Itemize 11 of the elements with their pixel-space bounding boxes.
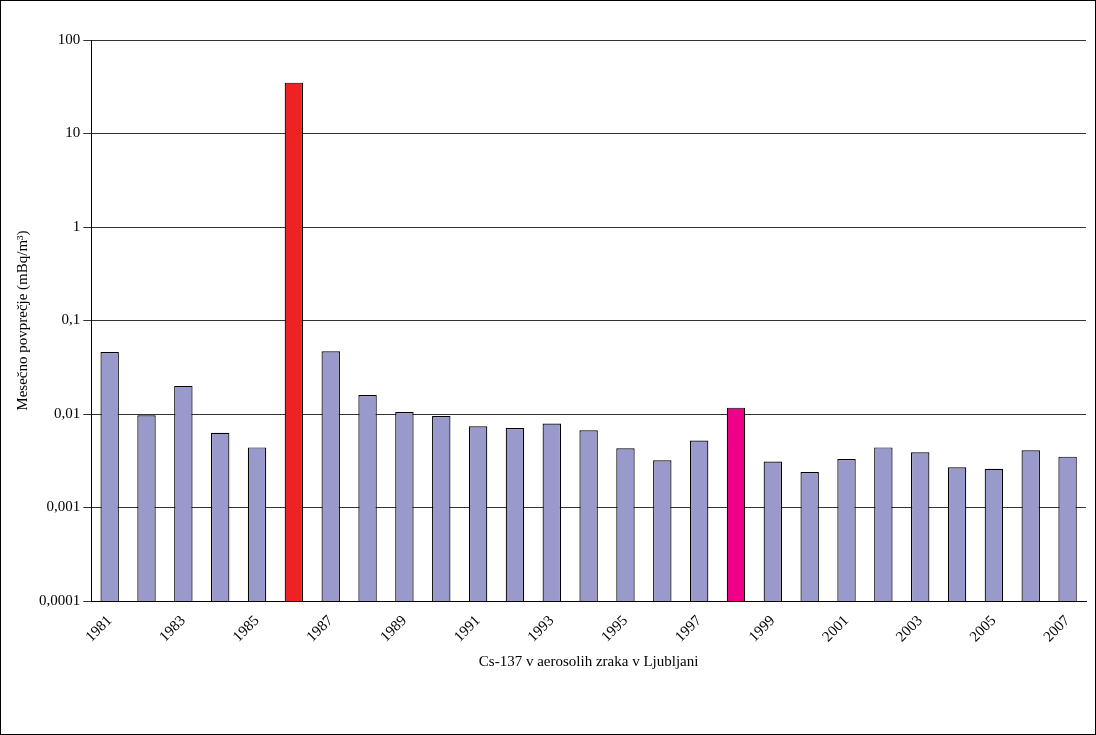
x-tick-label: 1989 — [376, 612, 410, 645]
y-axis-title: Mesečno povprečje (mBq/m³) — [13, 230, 31, 411]
y-tick-label: 10 — [65, 124, 81, 141]
y-tick-label: 0,1 — [61, 311, 81, 328]
y-tick-label: 0,01 — [54, 404, 81, 421]
x-tick-label: 1983 — [155, 612, 189, 645]
y-tick-label: 0,001 — [46, 498, 81, 515]
y-tick-label: 0,0001 — [39, 592, 81, 608]
y-tick-label: 1 — [72, 217, 81, 234]
x-axis-title: Cs-137 v aerosolih zraka v Ljubljani — [478, 652, 699, 669]
y-tick-label: 100 — [57, 30, 81, 47]
